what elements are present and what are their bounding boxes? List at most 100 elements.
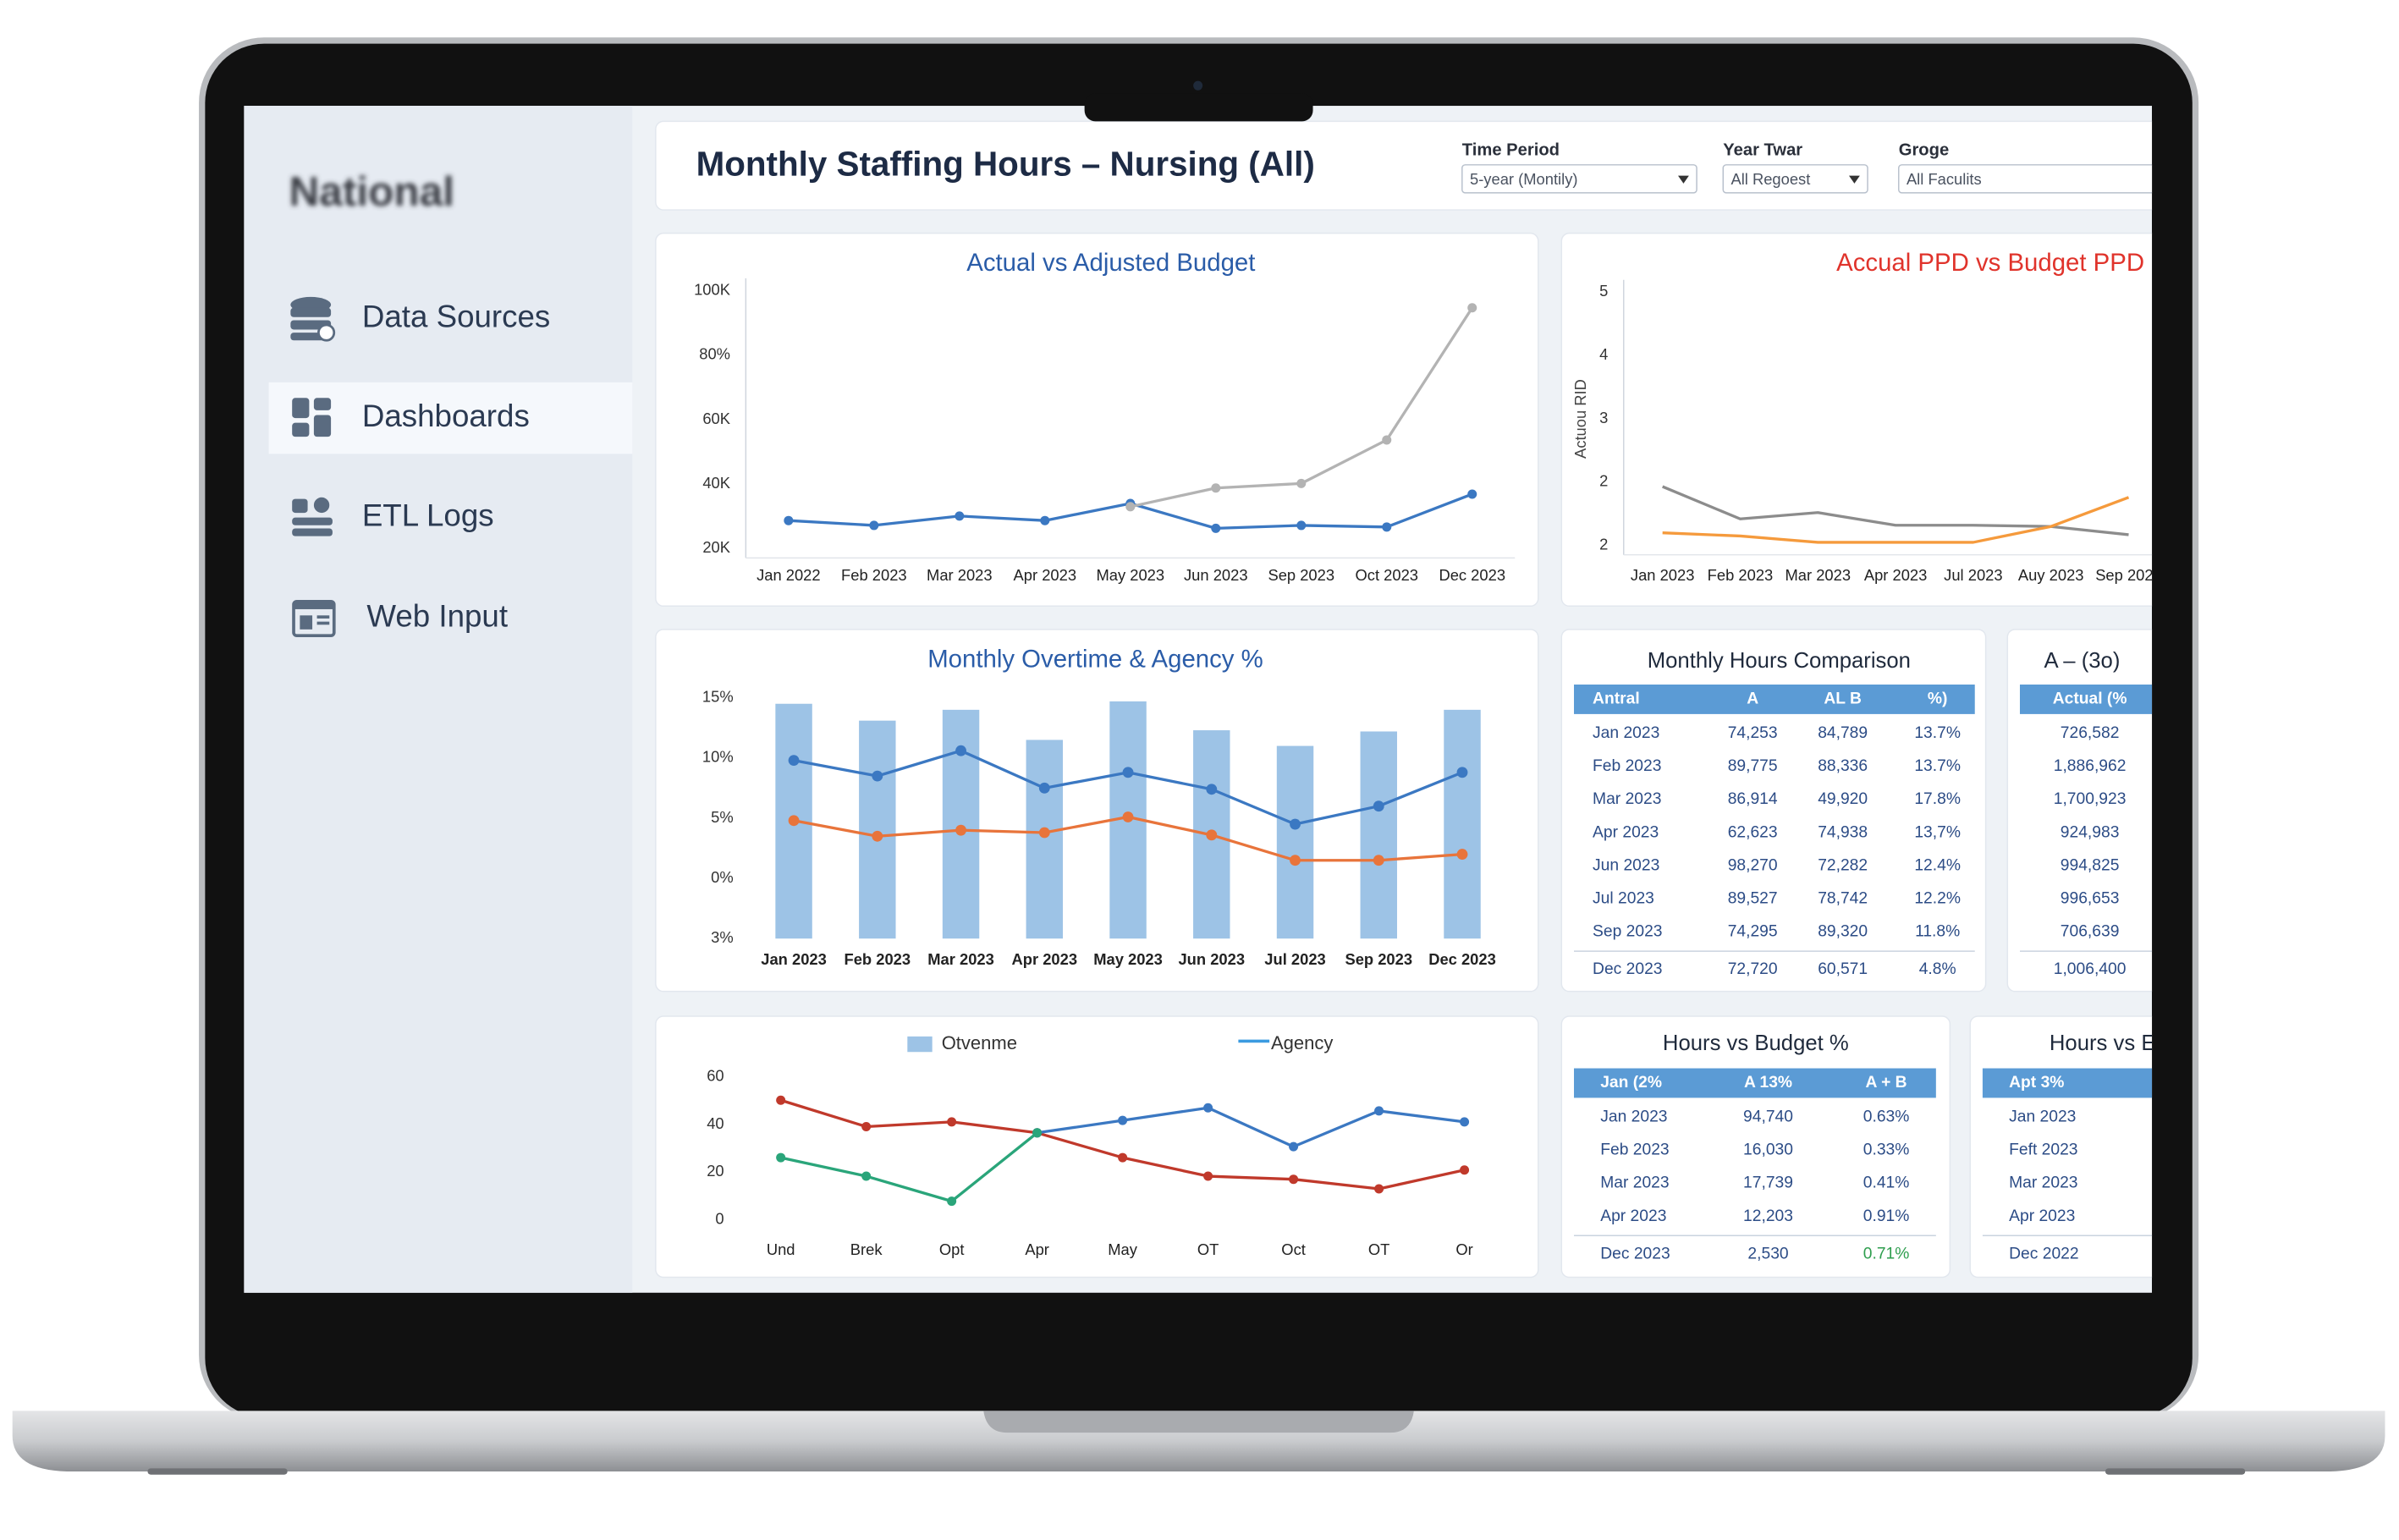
y-tick-label: 3 <box>1599 409 1608 426</box>
laptop-base <box>12 1411 2385 1472</box>
x-tick-label: Sep 2023 <box>1345 950 1412 968</box>
table-cell: 996,653 <box>2061 889 2120 907</box>
x-tick-label: OT <box>1368 1240 1389 1258</box>
table-header: Apt 3% <box>2009 1074 2064 1092</box>
table-cell: 924,983 <box>2061 823 2120 841</box>
x-tick-label: Apr 2023 <box>1014 566 1077 584</box>
nav-item[interactable]: ETL Logs <box>362 498 494 532</box>
point <box>1118 1152 1128 1163</box>
table-cell: 11.8% <box>1915 923 1960 941</box>
x-tick-label: May 2023 <box>1096 566 1164 584</box>
x-tick-label: Feb 2023 <box>1708 566 1774 584</box>
table-cell: Jan 2023 <box>1600 1108 1667 1125</box>
table-cell: 74,253 <box>1728 724 1778 742</box>
panel <box>1560 232 2153 608</box>
bar <box>859 720 896 939</box>
icon-web-input <box>292 599 336 638</box>
table-cell: 98,270 <box>1728 856 1778 874</box>
table-header-bg <box>2019 685 2153 714</box>
table-cell: 12,203 <box>1743 1207 1793 1225</box>
table-cell: Jul 2023 <box>1593 889 1654 907</box>
point <box>1206 829 1218 841</box>
table-cell: 86,914 <box>1728 790 1778 808</box>
point <box>1456 767 1468 778</box>
icon-database <box>290 296 336 342</box>
table-cell: Mar 2023 <box>2009 1174 2077 1192</box>
table-cell: 0.63% <box>1863 1108 1910 1125</box>
point <box>1373 800 1384 812</box>
table-cell: 0.41% <box>1863 1174 1910 1192</box>
y-tick-label: 40 <box>707 1114 724 1132</box>
point <box>1460 1165 1470 1175</box>
y-tick-label: 100K <box>694 280 731 298</box>
filter-dropdown[interactable] <box>1722 164 1868 194</box>
table-header: %) <box>1928 690 1948 708</box>
table-cell: 1,006,400 <box>2054 960 2127 978</box>
point <box>1122 767 1134 778</box>
point <box>1290 855 1301 866</box>
point <box>869 520 879 531</box>
y-tick-label: 0 <box>715 1209 724 1227</box>
table-title: Hours vs Budget % <box>1663 1031 1849 1055</box>
table-cell: Mar 2023 <box>1593 790 1661 808</box>
point <box>1296 520 1307 531</box>
chart: Accual PPD vs Budget PPD Actuou RID 5 4 3 2 2 J… <box>1571 249 2153 584</box>
table-cell: 994,825 <box>2061 856 2120 874</box>
bar <box>1360 731 1397 939</box>
table-header: AL B <box>1824 690 1862 708</box>
table-cell: 84,789 <box>1818 724 1868 742</box>
table-cell: 13,7% <box>1914 823 1961 841</box>
table-cell: 72,720 <box>1728 960 1778 978</box>
panel <box>2006 629 2153 993</box>
line-series <box>1037 1106 1465 1148</box>
table-cell: Jan 2023 <box>1593 724 1659 742</box>
table-cell: 89,775 <box>1728 757 1778 775</box>
point <box>861 1171 872 1181</box>
point <box>1206 784 1218 795</box>
point <box>1382 435 1392 445</box>
x-tick-label: May 2023 <box>1093 950 1163 968</box>
line-series <box>780 1131 1038 1203</box>
filter-dropdown[interactable] <box>1461 164 1697 194</box>
nav-item[interactable]: Dashboards <box>362 399 530 433</box>
point <box>1373 855 1384 866</box>
table-cell: Apr 2023 <box>1593 823 1659 841</box>
x-tick-label: Dec 2023 <box>1428 950 1496 968</box>
filter-dropdown[interactable] <box>1898 164 2171 194</box>
nav-item[interactable]: Data Sources <box>362 299 550 333</box>
point <box>872 770 883 782</box>
table-cell: Apr 2023 <box>1600 1207 1666 1225</box>
nav-item[interactable]: Web Input <box>366 599 508 634</box>
x-tick-label: Jan 2022 <box>757 566 821 584</box>
point <box>947 1196 957 1207</box>
point <box>1038 782 1050 794</box>
point <box>776 1152 786 1163</box>
point <box>1289 1141 1299 1152</box>
point <box>784 515 794 525</box>
chart-title: Monthly Overtime & Agency % <box>927 645 1263 673</box>
legend-label: Agency <box>1271 1032 1333 1053</box>
point <box>1467 303 1477 313</box>
point <box>947 1117 957 1127</box>
table-cell: Jan 2023 <box>2009 1108 2076 1125</box>
point <box>861 1121 872 1131</box>
y-tick-label: 2 <box>1599 472 1608 490</box>
x-tick-label: Opt <box>939 1240 965 1258</box>
table-cell: 62,623 <box>1728 823 1778 841</box>
table-title: Hours vs E <box>2050 1031 2156 1055</box>
point <box>776 1095 786 1105</box>
bar <box>1026 740 1064 939</box>
x-tick-label: Brek <box>850 1240 883 1258</box>
sidebar <box>244 106 633 1293</box>
table-cell: 2,530 <box>1747 1245 1788 1262</box>
x-tick-label: Jan 2023 <box>1631 566 1695 584</box>
table-cell: 60,571 <box>1818 960 1868 978</box>
point <box>1289 1174 1299 1185</box>
foot <box>147 1468 288 1475</box>
chart: Actual vs Adjusted Budget 100K 80% 60K 40K 20… <box>694 249 1516 584</box>
point <box>1203 1103 1213 1113</box>
table-cell: Mar 2023 <box>1600 1174 1669 1192</box>
chart-title: Actual vs Adjusted Budget <box>966 249 1255 277</box>
dropdown-caret <box>1849 175 1860 184</box>
